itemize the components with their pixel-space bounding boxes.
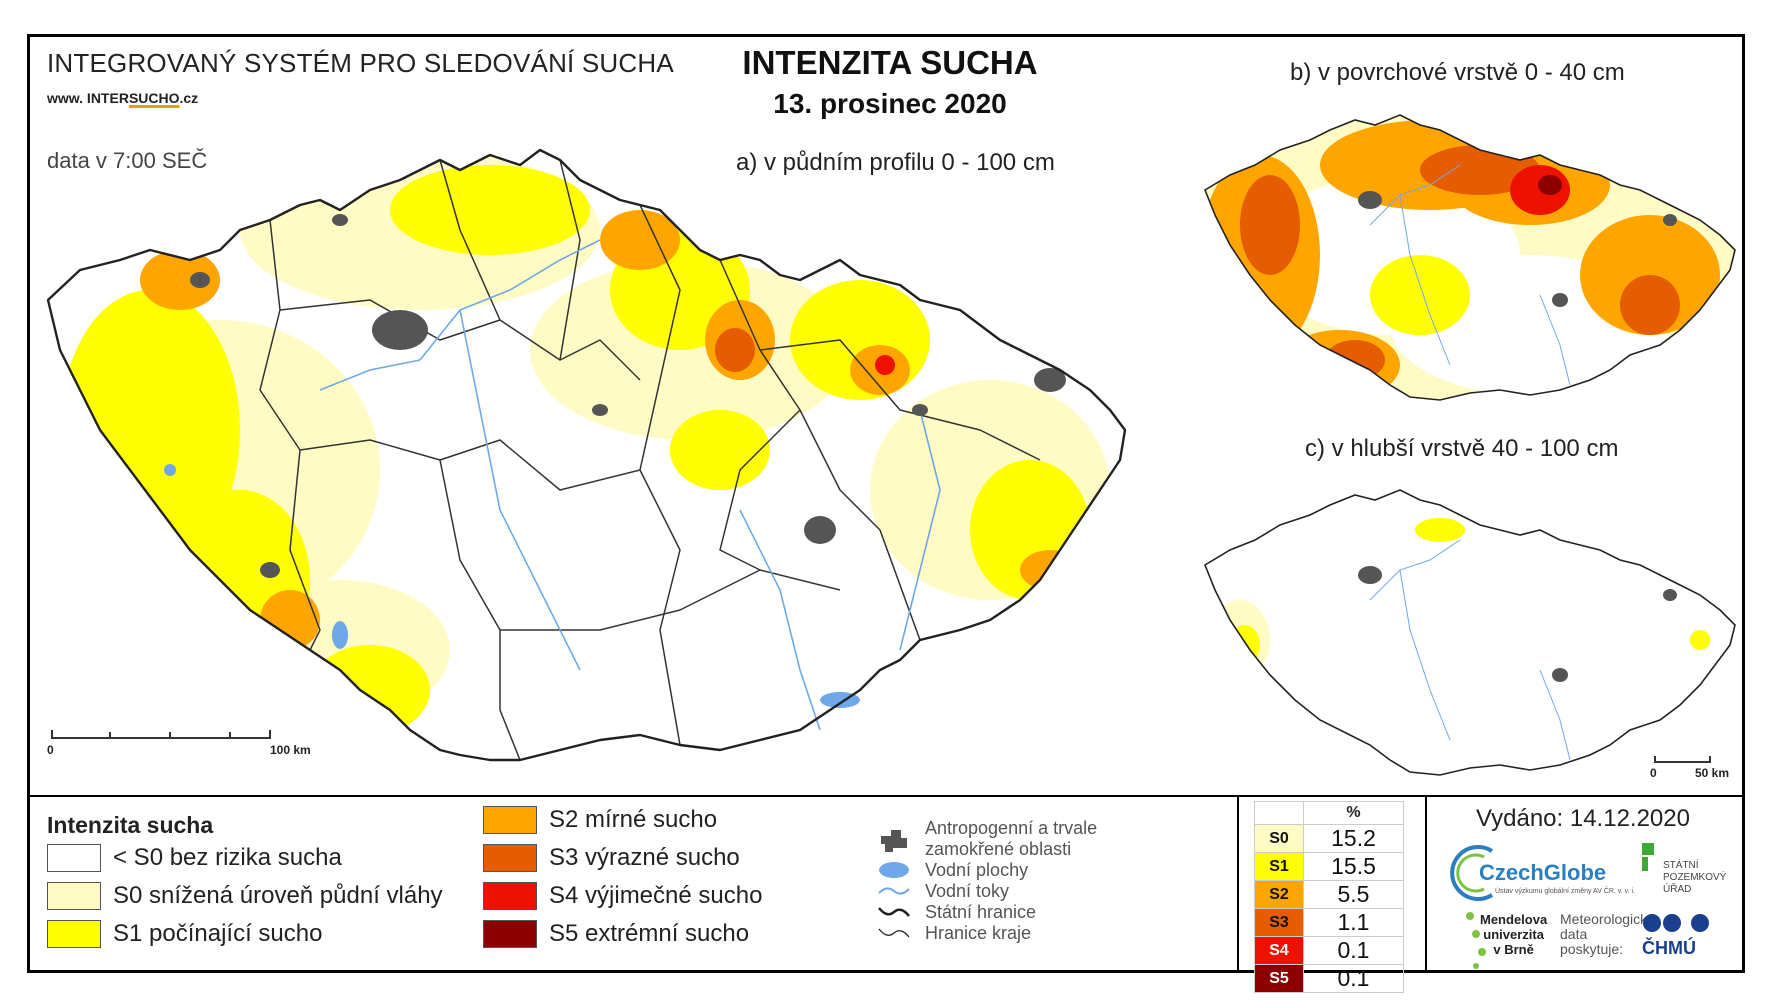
map-b	[1204, 114, 1736, 401]
czechglobe-subtitle: Ústav výzkumu globální změny AV ČR, v. v…	[1495, 888, 1636, 895]
map-b-label: b) v povrchové vrstvě 0 - 40 cm	[1290, 59, 1625, 86]
legend-swatch	[483, 844, 537, 872]
stats-table: % S0 15.2 S1 15.5 S2 5.5 S3 1.1 S4 0.1 S5 0.1	[1254, 801, 1404, 993]
legend-class-4: S3 výrazné sucho	[483, 844, 740, 872]
stats-value: 0.1	[1303, 936, 1404, 965]
legend-swatch	[47, 920, 101, 948]
stats-value: 15.5	[1303, 852, 1404, 881]
symbol-label-line2: zamokřené oblasti	[925, 839, 1072, 859]
map-a-label: a) v půdním profilu 0 - 100 cm	[736, 149, 1055, 176]
scale-bar-c	[1654, 756, 1711, 763]
state-border-icon	[873, 901, 915, 923]
website-link[interactable]: www. INTERSUCHO.cz	[47, 90, 199, 106]
region-border-icon	[873, 922, 915, 944]
stats-divider-left	[1237, 797, 1239, 973]
stats-row: S5 0.1	[1254, 964, 1404, 993]
water-body-icon	[873, 859, 915, 881]
stats-header: %	[1303, 801, 1404, 825]
scale-bar-a	[51, 730, 271, 739]
legend-class-5: S4 výjimečné sucho	[483, 882, 762, 910]
scale-a-end: 100 km	[270, 743, 311, 757]
legend-symbol-1: Vodní plochy	[873, 859, 1028, 881]
stats-row: S2 5.5	[1254, 880, 1404, 909]
spu-logo-text: STÁTNÍ POZEMKOVÝ ÚŘAD	[1663, 860, 1727, 895]
legend-swatch	[483, 882, 537, 910]
legend-swatch	[47, 844, 101, 872]
chmu-logo-text: ČHMÚ	[1642, 938, 1696, 958]
scale-c-start: 0	[1650, 766, 1657, 780]
legend-swatch	[483, 806, 537, 834]
chmu-logo-icon	[1643, 914, 1709, 932]
stats-value: 1.1	[1303, 908, 1404, 937]
stats-divider-right	[1425, 797, 1427, 973]
legend-class-3: S2 mírné sucho	[483, 806, 717, 834]
legend-class-6: S5 extrémní sucho	[483, 920, 749, 948]
symbol-label: Státní hranice	[925, 901, 1037, 922]
legend-class-2: S1 počínající sucho	[47, 920, 322, 948]
legend-title: Intenzita sucha	[47, 812, 214, 838]
legend-symbol-4: Hranice kraje	[873, 922, 1031, 944]
scale-c-end: 50 km	[1695, 766, 1730, 780]
czechglobe-text: CzechGlobe	[1479, 860, 1607, 885]
symbol-label: Vodní plochy	[925, 859, 1029, 880]
scale-a-start: 0	[47, 743, 54, 757]
spu-logo-icon	[1642, 843, 1654, 871]
stats-class: S0	[1254, 824, 1304, 853]
legend-label: < S0 bez rizika sucha	[113, 844, 342, 871]
legend-label: S0 snížená úroveň půdní vláhy	[113, 882, 443, 909]
map-a	[46, 148, 1127, 762]
system-title: INTEGROVANÝ SYSTÉM PRO SLEDOVÁNÍ SUCHA	[47, 48, 674, 78]
stats-value: 15.2	[1303, 824, 1404, 853]
meteo-data-credit: Meteorologická data poskytuje:	[1560, 911, 1655, 957]
issued-date: Vydáno: 14.12.2020	[1476, 805, 1690, 832]
stats-class: S1	[1254, 852, 1304, 881]
stats-class: S2	[1254, 880, 1304, 909]
stats-row: S3 1.1	[1254, 908, 1404, 937]
legend-label: S4 výjimečné sucho	[549, 882, 763, 909]
legend-label: S2 mírné sucho	[549, 806, 718, 833]
stats-class: S5	[1254, 964, 1304, 993]
symbol-label: Antropogenní a trvale	[925, 818, 1098, 838]
river-icon	[873, 880, 915, 902]
legend-label: S1 počínající sucho	[113, 920, 323, 947]
map-c-label: c) v hlubší vrstvě 40 - 100 cm	[1305, 435, 1619, 462]
main-date: 13. prosinec 2020	[773, 88, 1007, 119]
stats-class: S3	[1254, 908, 1304, 937]
legend-label: S5 extrémní sucho	[549, 920, 750, 947]
legend-symbol-3: Státní hranice	[873, 901, 1036, 923]
symbol-label: Vodní toky	[925, 880, 1010, 901]
map-c	[1204, 489, 1736, 776]
mendel-logo-icon	[1466, 912, 1486, 969]
stats-row: S1 15.5	[1254, 852, 1404, 881]
stats-row: S0 15.2	[1254, 824, 1404, 853]
legend-symbol-2: Vodní toky	[873, 880, 1009, 902]
main-title: INTENZITA SUCHA	[742, 44, 1038, 81]
symbol-label: Hranice kraje	[925, 922, 1032, 943]
legend-swatch	[483, 920, 537, 948]
legend-divider	[27, 795, 1745, 797]
legend-class-1: S0 snížená úroveň půdní vláhy	[47, 882, 443, 910]
stats-value: 5.5	[1303, 880, 1404, 909]
data-time: data v 7:00 SEČ	[47, 148, 208, 173]
legend-label: S3 výrazné sucho	[549, 844, 740, 871]
stats-row: S4 0.1	[1254, 936, 1404, 965]
stats-class: S4	[1254, 936, 1304, 965]
legend-symbol-0: Antropogenní a trvale zamokřené oblasti	[873, 818, 1097, 860]
urban-area-icon	[873, 828, 915, 852]
mendel-logo-text: Mendelova univerzita v Brně	[1480, 912, 1548, 957]
czechglobe-logo	[1450, 845, 1494, 901]
stats-value: 0.1	[1303, 964, 1404, 993]
legend-class-0: < S0 bez rizika sucha	[47, 844, 342, 872]
legend-swatch	[47, 882, 101, 910]
